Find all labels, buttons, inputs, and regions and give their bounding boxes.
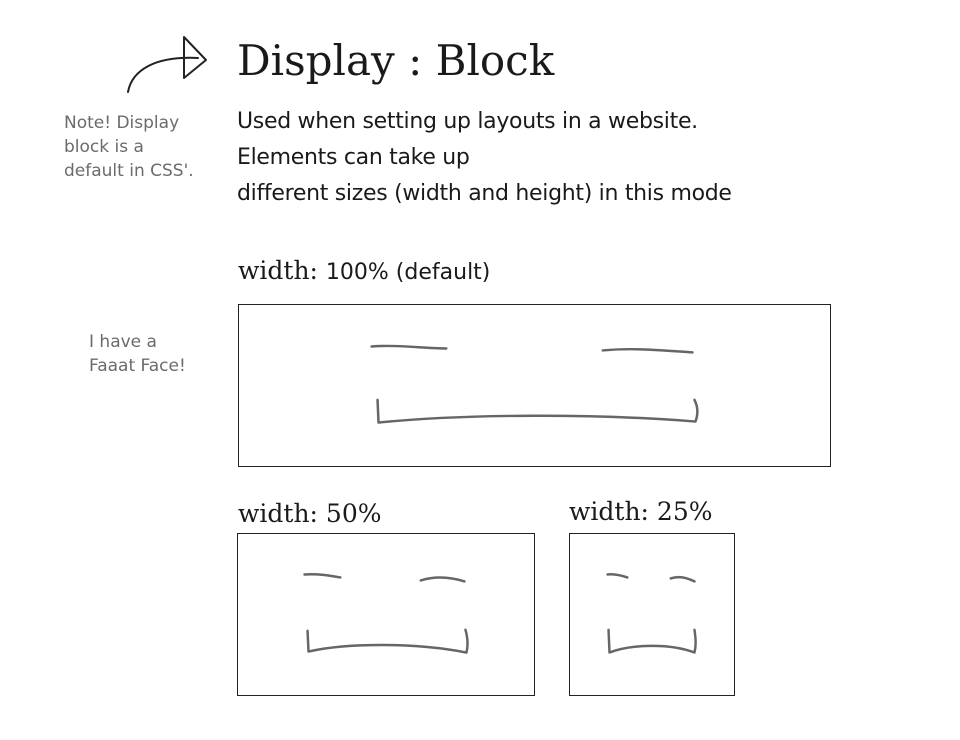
width-25-label: width: 25%	[569, 496, 713, 528]
width-50-label: width: 50%	[238, 498, 382, 530]
face-drawing-25	[606, 573, 697, 654]
left-eye	[303, 573, 342, 579]
side-note-line: I have a	[89, 332, 157, 352]
right-eye	[669, 575, 696, 583]
side-note-line: Faaat Face!	[89, 356, 186, 376]
mouth	[376, 398, 699, 424]
face-side-note: I have a Faaat Face!	[89, 330, 186, 378]
label-prefix: width:	[238, 256, 326, 285]
label-value: 50%	[325, 499, 382, 528]
left-eye	[606, 573, 629, 579]
description-line: Elements can take up	[237, 145, 470, 170]
left-eye	[370, 344, 448, 350]
description-line: different sizes (width and height) in th…	[237, 181, 732, 206]
label-value: 100% (default)	[325, 260, 491, 285]
curved-arrow-icon	[127, 36, 207, 93]
note-line: block is a	[64, 137, 144, 157]
face-drawing-100	[370, 344, 699, 424]
block-box-25	[569, 533, 735, 696]
width-100-label: width: 100% (default)	[238, 255, 490, 289]
css-default-note: Note! Display block is a default in CSS'…	[64, 111, 224, 183]
page-title: Display : Block	[237, 36, 555, 85]
mouth	[306, 628, 469, 654]
block-box-50	[237, 533, 535, 696]
right-eye	[601, 347, 694, 354]
right-eye	[419, 576, 466, 583]
note-line: default in CSS'.	[64, 161, 194, 181]
description-line: Used when setting up layouts in a websit…	[237, 109, 698, 134]
block-box-100	[238, 304, 831, 467]
face-drawing-50	[303, 573, 469, 654]
description: Used when setting up layouts in a websit…	[237, 104, 732, 212]
label-prefix: width:	[569, 497, 657, 526]
label-prefix: width:	[238, 499, 326, 528]
note-line: Note! Display	[64, 113, 180, 133]
label-value: 25%	[656, 497, 713, 526]
mouth	[607, 628, 697, 654]
